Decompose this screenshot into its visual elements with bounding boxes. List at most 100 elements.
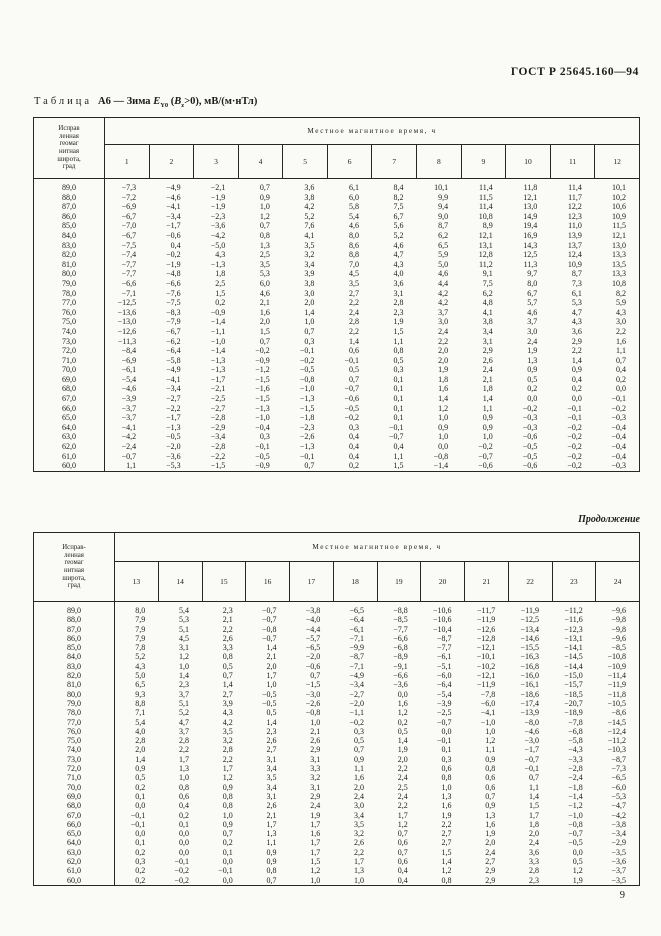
value-cell: −8,3 [166,307,181,317]
value-cell: −7,1 [121,288,137,298]
value-cell: −4,6 [166,192,181,202]
value-cell: 4,1 [482,307,493,317]
value-cell: −1,8 [568,782,583,792]
value-cell: 3,1 [266,754,277,764]
value-cell: −18,5 [564,689,583,699]
value-cell: 1,4 [135,754,146,764]
value-cell: −0,1 [567,413,582,423]
value-cell: 1,9 [441,810,452,820]
value-cell: 2,4 [529,838,539,848]
value-cell: 0,7 [259,183,270,192]
value-cell: 5,2 [179,708,189,718]
value-cell: 10,9 [567,259,582,269]
value-cell: 0,9 [266,847,277,857]
value-cell: −10,1 [476,652,496,662]
value-cell: 3,6 [529,847,539,857]
value-cell: −6,8 [568,726,583,736]
value-cell: 0,1 [393,384,404,394]
value-cell: 2,2 [348,326,359,336]
value-cell: 0,7 [354,745,364,755]
table-row: 68,0 −4,6 −3,4 −2,1 −1,6 −1,0 −0,7 0,1 1,6 1,8 0,2… [33,384,640,395]
value-cell: −3,0 [305,689,321,699]
value-cell: 1,3 [259,240,270,250]
value-cell: −0,5 [261,689,277,699]
value-cell: −18,9 [564,708,583,718]
latitude-cell: 73,0 [33,336,105,347]
value-cell: −5,8 [166,355,181,365]
latitude-cell: 69,0 [33,374,105,385]
value-cell: −3,0 [524,736,539,746]
value-cell: 4,5 [179,633,189,643]
value-cell: 0,9 [485,754,496,764]
value-cell: −1,1 [349,708,364,718]
value-cell: 14,9 [523,211,538,221]
value-cell: −8,5 [611,643,626,653]
value-cell: 16,9 [523,230,538,240]
value-cell: −3,4 [349,680,364,690]
value-cell: 3,5 [259,259,270,269]
value-cell: 5,4 [179,606,189,615]
value-cell: 2,7 [348,288,359,298]
latitude-cell: 62,0 [33,442,105,452]
latitude-cell: 78,0 [33,708,115,718]
table-row: 77,0 −12,5 −7,5 0,2 2,1 2,0 2,2 2,8 4,2 4,8 5,7 5,3… [33,298,640,308]
value-cell: −1,3 [210,365,226,375]
value-cell: 5,6 [393,221,404,231]
table-row: 81,0 6,5 2,3 1,4 1,0 −1,5 −3,4 −3,6 −6,4 −11,9 −16… [33,680,640,690]
value-cell: 2,3 [393,307,404,317]
value-cell: −0,8 [305,708,321,718]
value-cell: 0,6 [397,838,408,848]
value-cell: 1,9 [397,745,408,755]
value-cell: −6,0 [611,782,626,792]
value-cell: 5,3 [259,269,270,279]
value-cell: 3,2 [310,773,321,783]
value-cell: −1,7 [524,745,539,755]
value-cell: 2,3 [266,726,277,736]
value-cell: 1,3 [179,764,189,774]
value-cell: 13,3 [612,269,626,279]
value-cell: −8,0 [524,717,539,727]
value-cell: −0,4 [255,422,270,432]
value-cell: −6,7 [166,326,181,336]
value-cell: −0,1 [524,764,539,774]
value-cell: 11,4 [479,202,493,212]
value-cell: 0,2 [527,384,538,394]
table-row: 80,0 9,3 3,7 2,7 −0,5 −3,0 −2,7 0,0 −5,4 −7,8 −18,… [33,689,640,699]
latitude-cell: 75,0 [33,317,105,327]
value-cell: −7,7 [436,643,452,653]
value-cell: −2,0 [349,698,364,708]
value-cell: 3,5 [348,278,359,288]
gost-standard-header: ГОСТ Р 25645.160—94 [510,66,639,78]
table-row: 77,0 5,4 4,7 4,2 1,4 1,0 −0,2 0,2 −0,7 −1,0 −8,0 −7… [33,717,640,727]
value-cell: 2,7 [222,689,233,699]
value-cell: 1,0 [266,680,277,690]
latitude-cell: 88,0 [33,192,105,203]
value-cell: −0,5 [568,838,583,848]
value-cell: 3,2 [222,736,233,746]
value-cell: 13,3 [612,250,626,260]
latitude-cell: 83,0 [33,661,115,672]
value-cell: 5,0 [135,671,146,681]
value-cell: 1,7 [266,819,277,829]
value-cell: −0,7 [121,451,137,461]
value-cell: 8,7 [571,269,582,279]
value-cell: −2,2 [166,403,181,413]
value-cell: 3,0 [616,317,626,327]
value-cell: 1,2 [222,773,233,783]
value-cell: −12,8 [476,633,496,643]
hour-column-header: 6 [327,144,373,179]
value-cell: −11,3 [117,336,137,346]
value-cell: 12,5 [523,250,538,260]
hour-column-header: 24 [595,561,640,602]
value-cell: 0,9 [222,819,233,829]
table-row: 84,0 5,2 1,2 0,8 2,1 −2,0 −8,7 −8,9 −6,1 −10,1 −16… [33,652,640,662]
latitude-cell: 89,0 [33,178,105,193]
latitude-cell: 66,0 [33,403,105,414]
value-cell: −10,8 [607,652,626,662]
value-cell: −14,5 [564,652,583,662]
value-cell: 4,2 [304,202,315,212]
value-cell: −5,4 [121,374,137,384]
table-row: 74,0 −12,6 −6,7 −1,1 1,5 0,7 2,2 1,5 2,4 3,4 3,0 3,… [33,326,640,337]
value-cell: 0,9 [222,782,233,792]
value-cell: 1,7 [222,764,233,774]
